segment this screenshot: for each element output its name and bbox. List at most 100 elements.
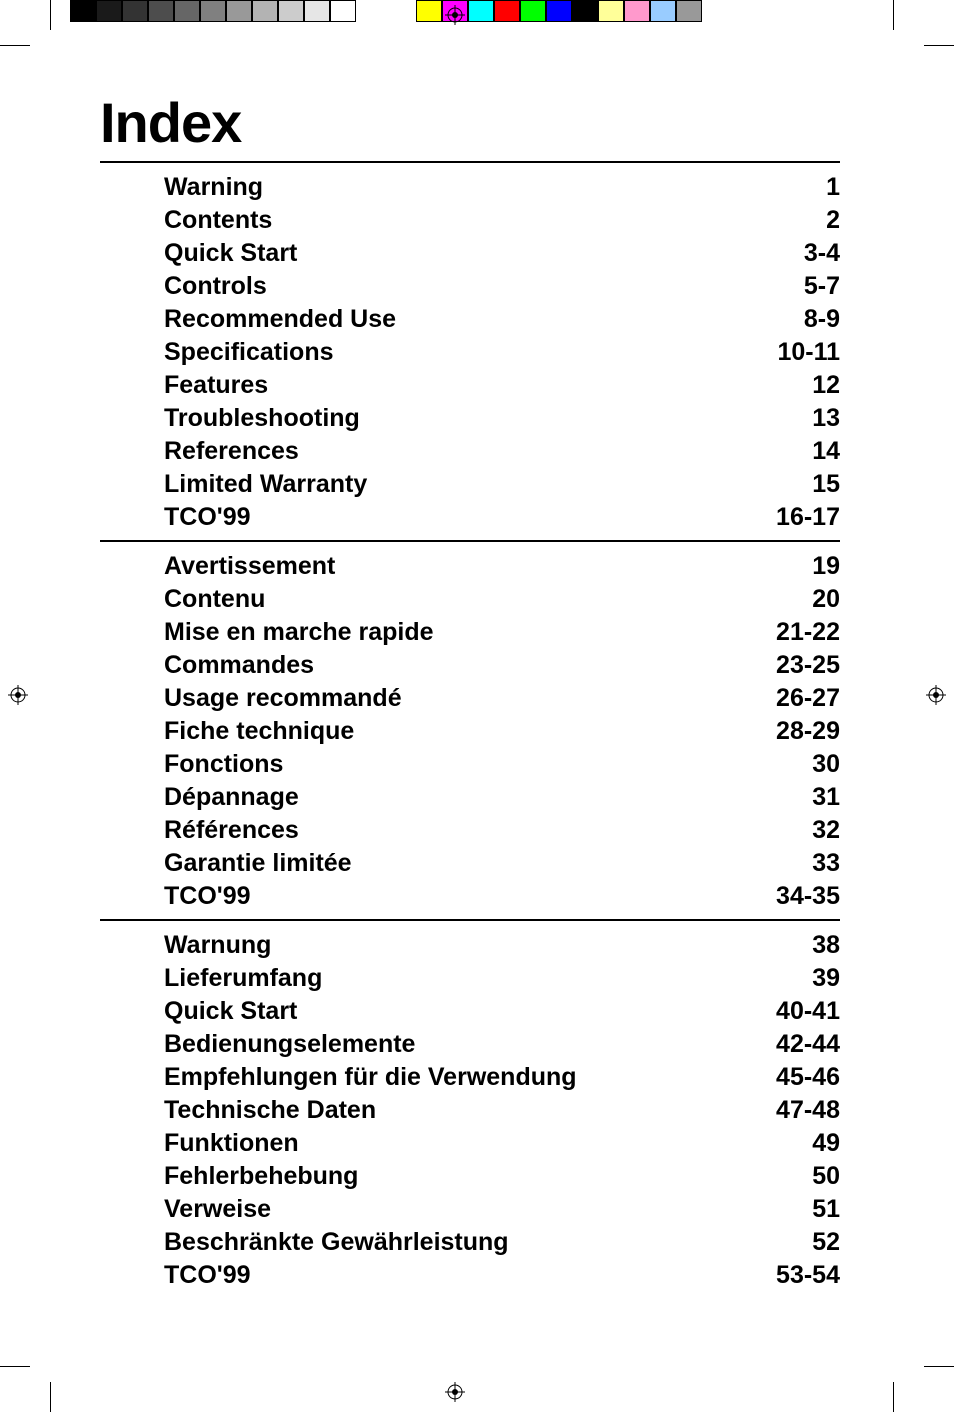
index-row: Beschränkte Gewährleistung52 <box>164 1226 840 1259</box>
grayscale-bar <box>70 0 356 22</box>
index-entry-label: Fiche technique <box>164 715 354 748</box>
index-row: Contents 2 <box>164 204 840 237</box>
gray-swatch <box>200 0 226 22</box>
index-entry-label: Dépannage <box>164 781 299 814</box>
index-entry-page: 3-4 <box>750 237 840 270</box>
index-row: Dépannage31 <box>164 781 840 814</box>
index-entry-page: 20 <box>750 583 840 616</box>
index-row: TCO'9953-54 <box>164 1259 840 1292</box>
index-entry-page: 13 <box>750 402 840 435</box>
index-row: Limited Warranty 15 <box>164 468 840 501</box>
index-entry-page: 1 <box>750 171 840 204</box>
color-swatch <box>572 0 598 22</box>
index-entry-page: 32 <box>750 814 840 847</box>
index-entry-label: References <box>164 435 299 468</box>
index-row: References 14 <box>164 435 840 468</box>
index-row: Fiche technique28-29 <box>164 715 840 748</box>
index-row: Quick Start40-41 <box>164 995 840 1028</box>
index-entry-label: Quick Start <box>164 237 297 270</box>
index-entry-label: Lieferumfang <box>164 962 322 995</box>
color-swatch <box>494 0 520 22</box>
index-entry-label: Empfehlungen für die Verwendung <box>164 1061 577 1094</box>
index-row: Controls5-7 <box>164 270 840 303</box>
print-color-bars <box>0 0 954 25</box>
index-entry-label: Verweise <box>164 1193 271 1226</box>
index-entry-page: 50 <box>750 1160 840 1193</box>
index-entry-label: Contenu <box>164 583 265 616</box>
index-row: Recommended Use 8-9 <box>164 303 840 336</box>
gray-swatch <box>226 0 252 22</box>
index-entry-label: Recommended Use <box>164 303 396 336</box>
index-sections: Warning1Contents2Quick Start3-4Controls5… <box>100 161 840 1298</box>
index-entry-label: Limited Warranty <box>164 468 367 501</box>
index-row: Garantie limitée 33 <box>164 847 840 880</box>
gray-swatch <box>148 0 174 22</box>
registration-mark-icon <box>8 685 28 705</box>
index-row: Références32 <box>164 814 840 847</box>
index-entry-label: Contents <box>164 204 272 237</box>
registration-mark-icon <box>445 5 465 25</box>
index-entry-label: Quick Start <box>164 995 297 1028</box>
gray-swatch <box>122 0 148 22</box>
index-entry-page: 12 <box>750 369 840 402</box>
index-entry-label: Fehlerbehebung <box>164 1160 358 1193</box>
index-row: Verweise 51 <box>164 1193 840 1226</box>
index-row: Empfehlungen für die Verwendung 45-46 <box>164 1061 840 1094</box>
index-entry-label: TCO'99 <box>164 880 251 913</box>
color-swatch <box>468 0 494 22</box>
index-entry-page: 33 <box>750 847 840 880</box>
index-row: Specifications10-11 <box>164 336 840 369</box>
color-swatch <box>650 0 676 22</box>
index-entry-page: 15 <box>750 468 840 501</box>
color-swatch <box>624 0 650 22</box>
index-entry-page: 42-44 <box>750 1028 840 1061</box>
index-row: Technische Daten47-48 <box>164 1094 840 1127</box>
index-entry-label: Funktionen <box>164 1127 299 1160</box>
index-row: Commandes 23-25 <box>164 649 840 682</box>
color-swatch <box>598 0 624 22</box>
index-entry-label: Controls <box>164 270 267 303</box>
index-row: Avertissement19 <box>164 550 840 583</box>
color-swatch <box>520 0 546 22</box>
color-swatch <box>546 0 572 22</box>
crop-mark <box>0 1366 30 1367</box>
index-entry-label: Specifications <box>164 336 334 369</box>
page-title: Index <box>100 90 840 155</box>
index-entry-label: Troubleshooting <box>164 402 360 435</box>
index-entry-label: Beschränkte Gewährleistung <box>164 1226 509 1259</box>
index-entry-label: Warnung <box>164 929 271 962</box>
gray-swatch <box>96 0 122 22</box>
crop-mark <box>50 1382 51 1412</box>
index-entry-page: 14 <box>750 435 840 468</box>
index-entry-page: 23-25 <box>750 649 840 682</box>
index-entry-page: 39 <box>750 962 840 995</box>
index-entry-page: 47-48 <box>750 1094 840 1127</box>
index-entry-page: 16-17 <box>750 501 840 534</box>
index-row: Fonctions30 <box>164 748 840 781</box>
crop-mark <box>893 1382 894 1412</box>
index-entry-page: 34-35 <box>750 880 840 913</box>
index-entry-page: 8-9 <box>750 303 840 336</box>
index-entry-label: Commandes <box>164 649 314 682</box>
index-row: TCO'99 34-35 <box>164 880 840 913</box>
index-entry-page: 45-46 <box>750 1061 840 1094</box>
index-row: Mise en marche rapide21-22 <box>164 616 840 649</box>
index-row: Warnung38 <box>164 929 840 962</box>
gray-swatch <box>304 0 330 22</box>
index-entry-page: 2 <box>750 204 840 237</box>
index-entry-label: TCO'99 <box>164 501 251 534</box>
index-entry-label: Features <box>164 369 268 402</box>
gray-swatch <box>70 0 96 22</box>
index-entry-page: 51 <box>750 1193 840 1226</box>
gray-swatch <box>174 0 200 22</box>
index-entry-label: Warning <box>164 171 263 204</box>
index-entry-page: 49 <box>750 1127 840 1160</box>
index-entry-label: Fonctions <box>164 748 283 781</box>
index-section: Warning 1 Contents 2 Quick Start 3-4Controls5… <box>100 161 840 540</box>
index-entry-label: Bedienungselemente <box>164 1028 415 1061</box>
index-entry-label: Garantie limitée <box>164 847 352 880</box>
index-entry-page: 26-27 <box>750 682 840 715</box>
index-row: TCO'99 16-17 <box>164 501 840 534</box>
index-entry-label: Avertissement <box>164 550 335 583</box>
index-row: Lieferumfang 39 <box>164 962 840 995</box>
